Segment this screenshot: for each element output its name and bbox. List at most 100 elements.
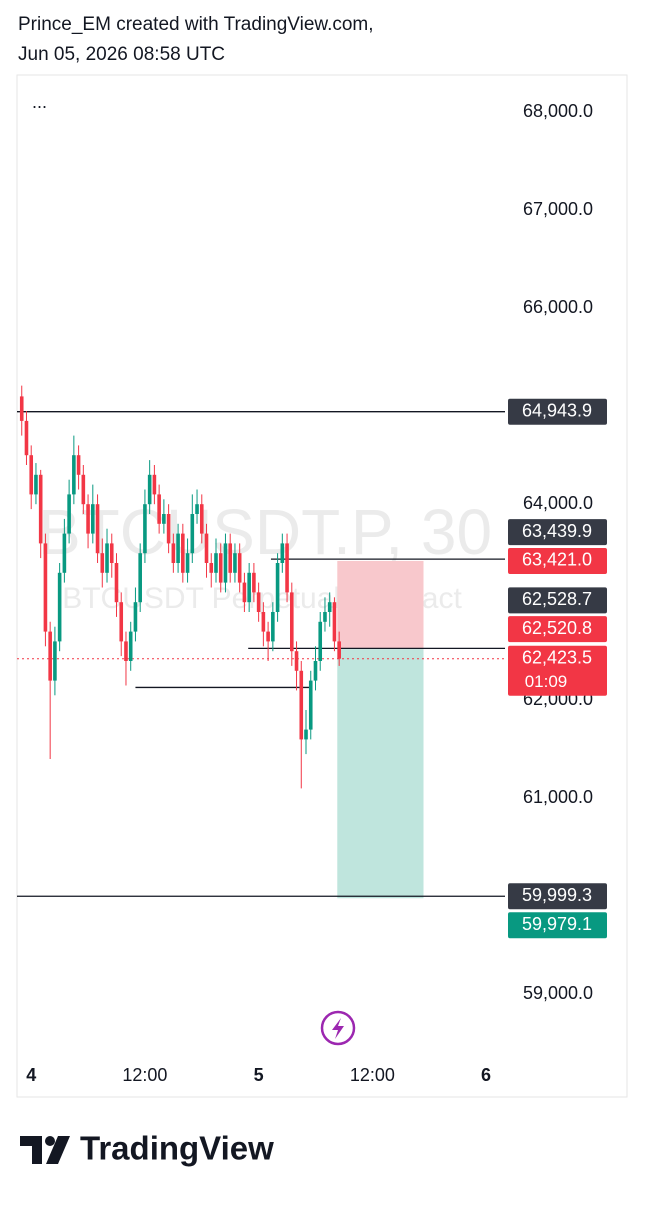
candle-body <box>67 494 71 534</box>
candle-body <box>43 543 48 632</box>
candle-body <box>29 455 34 495</box>
y-tick-label: 61,000.0 <box>523 787 593 807</box>
candle-body <box>289 592 294 652</box>
price-label: 59,979.1 <box>522 914 592 934</box>
tv-logo <box>20 1136 70 1164</box>
candle-body <box>100 553 105 573</box>
x-tick-label: 12:00 <box>122 1065 167 1085</box>
countdown: 01:09 <box>525 672 568 691</box>
price-label: 62,520.8 <box>522 618 592 638</box>
candle-body <box>237 553 242 583</box>
menu-dots[interactable]: ... <box>32 92 47 112</box>
price-label-box <box>508 912 607 939</box>
candle-body <box>266 631 270 642</box>
candle-body <box>304 729 308 740</box>
candle-body <box>242 582 247 603</box>
candle-body <box>190 514 195 554</box>
brand: TradingView <box>80 1130 274 1167</box>
candle-body <box>91 504 95 534</box>
candle-body <box>109 543 114 563</box>
price-label: 62,528.7 <box>522 589 592 609</box>
price-label-box <box>508 645 607 696</box>
candle-body <box>72 455 76 495</box>
position-stop-zone <box>337 560 424 650</box>
header-line: Prince_EM created with TradingView.com, <box>18 14 374 35</box>
candle-body <box>199 504 204 534</box>
x-tick-label: 6 <box>481 1065 491 1085</box>
candle-body <box>95 504 100 554</box>
candle-body <box>86 504 90 534</box>
candle-body <box>233 553 237 573</box>
candle-body <box>337 641 341 659</box>
x-tick-label: 5 <box>254 1065 264 1085</box>
alert-bolt <box>332 1018 344 1039</box>
candle-body <box>313 661 318 681</box>
candle-body <box>214 553 218 573</box>
candle-body <box>105 543 109 573</box>
candle-body <box>114 563 119 603</box>
candle-body <box>124 641 128 661</box>
candle-body <box>323 612 327 622</box>
y-tick-label: 68,000.0 <box>523 101 593 121</box>
header-line: Jun 05, 2026 08:58 UTC <box>18 44 225 65</box>
candle-body <box>294 651 299 671</box>
candle-body <box>285 543 289 593</box>
candle-body <box>318 621 323 661</box>
candle-body <box>38 474 43 544</box>
x-tick-label: 4 <box>26 1065 36 1085</box>
candle-body <box>138 553 142 603</box>
price-label-box <box>508 616 607 643</box>
candle-body <box>176 533 180 563</box>
candle-body <box>308 680 313 730</box>
candle-body <box>19 396 24 421</box>
candle-body <box>133 602 138 632</box>
candle-body <box>181 533 185 573</box>
candle-body <box>162 514 166 524</box>
price-label-box <box>508 547 607 574</box>
candle-body <box>332 602 337 642</box>
candle-body <box>171 543 176 563</box>
candle-body <box>53 641 57 681</box>
candle-body <box>223 543 228 583</box>
candle-body <box>166 514 171 544</box>
candle-body <box>209 563 214 573</box>
candle-body <box>152 474 157 495</box>
candle-body <box>252 572 256 593</box>
candle-body <box>275 563 280 612</box>
candle-body <box>143 504 147 554</box>
price-label-box <box>508 519 607 546</box>
price-label-box <box>508 398 607 425</box>
candle-body <box>228 543 233 573</box>
candle-body <box>256 592 261 612</box>
candle-body <box>76 455 81 475</box>
candle-body <box>81 474 86 505</box>
candle-body <box>57 572 62 642</box>
price-label: 64,943.9 <box>522 400 592 420</box>
y-tick-label: 64,000.0 <box>523 493 593 513</box>
price-label-box <box>508 587 607 614</box>
alert-icon[interactable] <box>320 1010 356 1046</box>
candle-body <box>157 494 161 524</box>
candle-body <box>299 670 304 740</box>
candle-body <box>247 572 251 603</box>
candle-body <box>119 602 124 642</box>
price-label: 59,999.3 <box>522 885 592 905</box>
y-tick-label: 59,000.0 <box>523 983 593 1003</box>
candle-body <box>185 553 190 573</box>
position-target-zone <box>337 649 424 899</box>
candle-body <box>218 553 223 583</box>
candle-body <box>147 474 152 505</box>
candle-body <box>62 533 67 573</box>
candle-body <box>48 631 52 681</box>
candle-body <box>280 543 285 563</box>
candle-body <box>128 631 133 661</box>
watermark: BTCUSDT.P, 30 <box>38 496 492 568</box>
price-label-box <box>508 883 607 910</box>
candle-body <box>195 504 199 514</box>
candle-body <box>261 612 266 632</box>
candle-body <box>327 602 332 612</box>
y-tick-label: 66,000.0 <box>523 297 593 317</box>
price-label: 63,439.9 <box>522 521 592 541</box>
